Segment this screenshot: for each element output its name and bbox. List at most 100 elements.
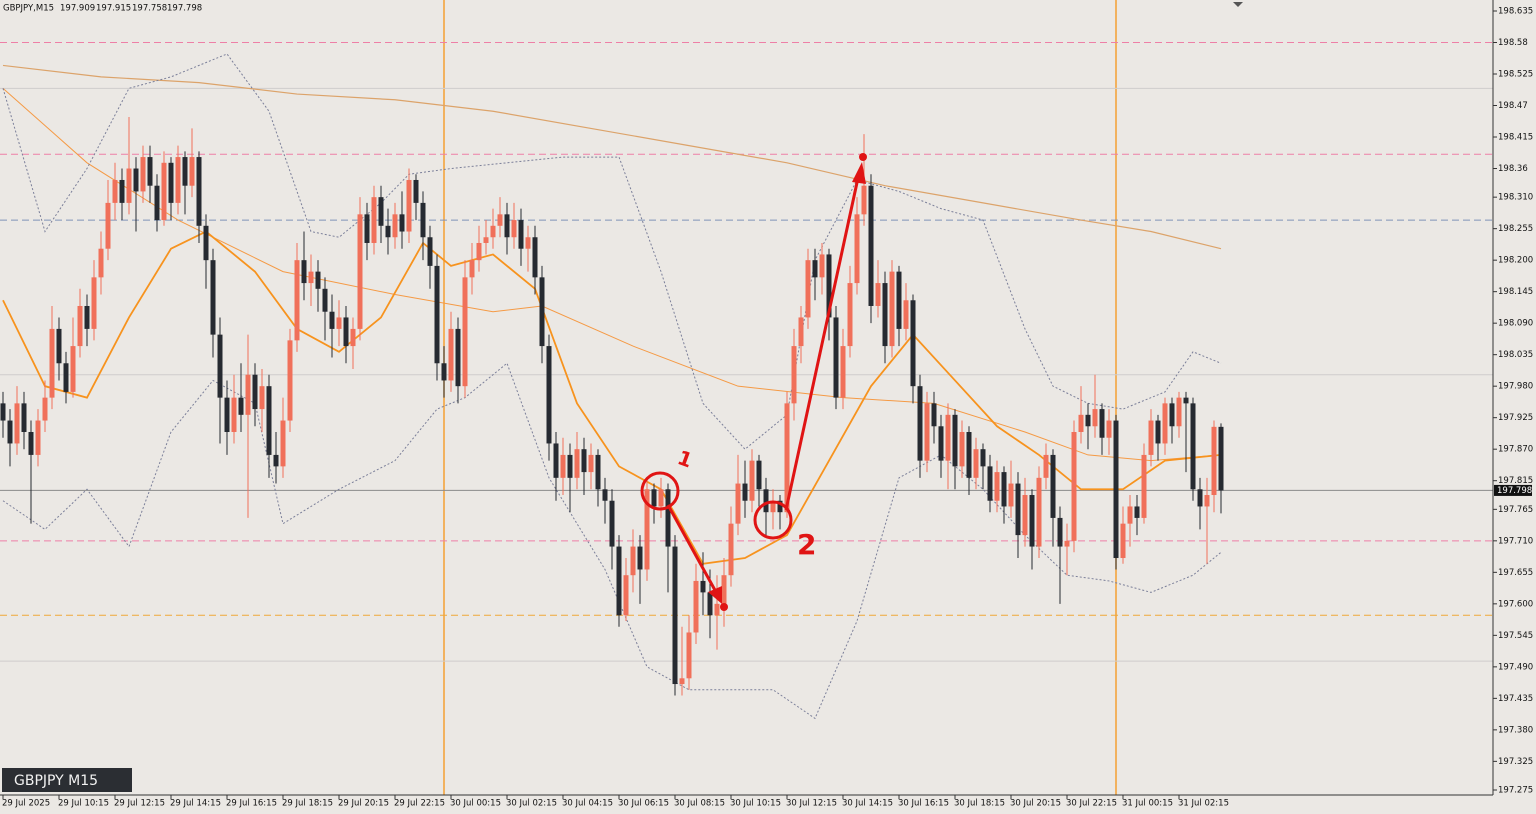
candle-body — [1120, 523, 1126, 559]
candle-body — [511, 220, 517, 238]
ohlc-open: 197.909 — [60, 4, 95, 14]
candle-body — [966, 432, 972, 478]
candle-body — [210, 260, 216, 335]
candle-body — [1022, 495, 1028, 536]
candle-body — [581, 449, 587, 473]
candle-body — [770, 500, 776, 513]
candle-body — [658, 489, 664, 507]
candle-body — [399, 214, 405, 232]
candle-body — [371, 197, 377, 243]
x-tick-label: 30 Jul 06:15 — [618, 799, 669, 809]
candle-body — [364, 214, 370, 243]
candle-body — [161, 162, 167, 221]
candle-body — [497, 214, 503, 226]
shift-marker — [1233, 2, 1243, 7]
y-tick-label: 198.635 — [1498, 7, 1533, 17]
candle-body — [147, 157, 153, 186]
annotation-circle — [640, 471, 680, 511]
x-tick-label: 29 Jul 20:15 — [338, 799, 389, 809]
candle-body — [1204, 495, 1210, 507]
candle-body — [322, 288, 328, 312]
y-tick-label: 198.525 — [1498, 70, 1533, 80]
candle-body — [308, 271, 314, 284]
candle-body — [826, 254, 832, 318]
candle-body — [336, 317, 342, 329]
ohlc-low: 197.758 — [132, 4, 167, 14]
x-tick-label: 30 Jul 14:15 — [842, 799, 893, 809]
annotation-circle — [753, 500, 793, 540]
candle-body — [1043, 454, 1049, 478]
candle-body — [476, 242, 482, 261]
symbol-badge — [2, 768, 132, 792]
candle-body — [259, 386, 265, 410]
candle-body — [609, 500, 615, 547]
candle-body — [98, 248, 104, 278]
annotation-label: 2 — [797, 528, 816, 561]
candle-body — [63, 363, 69, 392]
candle-body — [595, 454, 601, 490]
candle-body — [329, 311, 335, 329]
y-tick-label: 197.380 — [1498, 725, 1533, 735]
candle-body — [231, 397, 237, 433]
x-tick-label: 30 Jul 00:15 — [450, 799, 501, 809]
candle-body — [1001, 472, 1007, 507]
candle-body — [315, 271, 321, 289]
candle-body — [714, 603, 720, 616]
candle-body — [777, 500, 783, 513]
candle-body — [490, 225, 496, 238]
candle-body — [378, 197, 384, 226]
candle-body — [448, 328, 454, 381]
y-tick-label: 198.310 — [1498, 193, 1533, 203]
x-tick-label: 30 Jul 16:15 — [898, 799, 949, 809]
candle-body — [686, 632, 692, 679]
candle-body — [91, 277, 97, 329]
candle-body — [553, 443, 559, 478]
candle-body — [504, 214, 510, 238]
candle-body — [546, 346, 552, 444]
candle-body — [1218, 426, 1224, 491]
x-tick-label: 29 Jul 10:15 — [58, 799, 109, 809]
current-price-label: 197.798 — [1497, 486, 1532, 496]
candle-body — [812, 260, 818, 278]
y-tick-label: 197.710 — [1498, 536, 1533, 546]
candle-body — [420, 202, 426, 238]
candle-body — [42, 397, 48, 421]
candle-body — [168, 162, 174, 203]
candle-body — [182, 157, 188, 186]
candle-body — [217, 334, 223, 398]
y-tick-label: 197.325 — [1498, 757, 1533, 767]
candle-body — [903, 300, 909, 329]
candle-body — [861, 185, 867, 215]
candle-body — [952, 414, 958, 467]
y-tick-label: 198.255 — [1498, 224, 1533, 234]
candle-body — [70, 346, 76, 392]
y-tick-label: 197.870 — [1498, 445, 1533, 455]
candle-body — [525, 237, 531, 249]
candle-body — [1211, 426, 1217, 496]
candle-body — [406, 179, 412, 232]
candle-body — [847, 283, 853, 347]
candle-body — [7, 420, 13, 444]
candle-body — [140, 157, 146, 192]
candle-body — [21, 403, 27, 433]
candle-body — [238, 397, 244, 415]
candle-body — [854, 214, 860, 284]
candle-body — [245, 374, 251, 415]
candle-body — [518, 220, 524, 249]
candle-body — [0, 403, 6, 421]
symbol-label: GBPJPY,M15 — [3, 4, 54, 14]
candle-body — [819, 254, 825, 278]
candle-body — [154, 185, 160, 221]
candle-body — [413, 179, 419, 203]
candle-body — [749, 460, 755, 501]
candle-body — [910, 300, 916, 387]
y-tick-label: 198.035 — [1498, 350, 1533, 360]
candle-body — [973, 449, 979, 478]
candle-body — [273, 454, 279, 467]
candle-body — [784, 403, 790, 513]
y-tick-label: 197.545 — [1498, 631, 1533, 641]
candle-body — [1190, 403, 1196, 490]
x-tick-label: 30 Jul 04:15 — [562, 799, 613, 809]
candle-body — [889, 271, 895, 347]
